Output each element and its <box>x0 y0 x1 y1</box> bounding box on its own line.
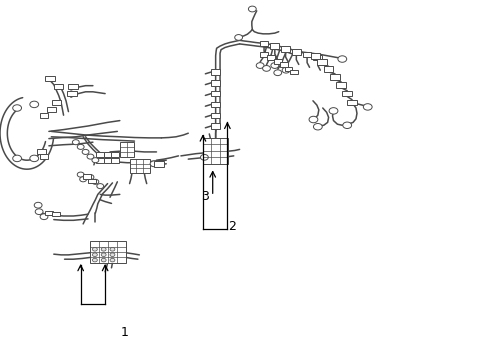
Circle shape <box>234 35 242 40</box>
Circle shape <box>34 202 42 208</box>
Bar <box>211 91 220 96</box>
Bar <box>96 158 104 163</box>
Circle shape <box>87 175 94 180</box>
Bar <box>302 52 311 57</box>
Circle shape <box>328 108 337 114</box>
Bar <box>111 158 119 163</box>
Circle shape <box>150 161 158 167</box>
Bar <box>211 69 220 75</box>
Bar <box>273 59 281 63</box>
Circle shape <box>248 6 256 12</box>
Bar <box>260 53 267 57</box>
Circle shape <box>110 253 115 256</box>
Circle shape <box>87 154 94 159</box>
Bar <box>103 158 111 163</box>
Circle shape <box>13 155 21 162</box>
Circle shape <box>308 116 317 123</box>
Circle shape <box>13 105 21 111</box>
Circle shape <box>110 248 115 251</box>
Circle shape <box>77 172 84 177</box>
Bar <box>52 100 61 105</box>
Bar <box>120 142 134 157</box>
Circle shape <box>92 179 99 184</box>
Text: 1: 1 <box>121 327 128 339</box>
Bar <box>37 149 46 154</box>
Circle shape <box>270 63 278 68</box>
Bar <box>45 76 55 81</box>
Bar <box>83 174 91 179</box>
Bar <box>336 82 346 88</box>
Bar <box>342 91 351 96</box>
Bar <box>54 84 63 89</box>
Circle shape <box>256 63 264 68</box>
Bar <box>267 55 275 60</box>
Circle shape <box>363 104 371 110</box>
Circle shape <box>337 56 346 62</box>
Circle shape <box>40 214 48 220</box>
Circle shape <box>72 140 79 145</box>
Bar <box>329 74 339 80</box>
Bar <box>346 100 356 105</box>
Bar <box>310 53 320 59</box>
Bar <box>323 66 333 72</box>
Circle shape <box>282 67 289 73</box>
Circle shape <box>30 155 39 162</box>
Bar <box>313 55 322 60</box>
Circle shape <box>101 248 106 251</box>
Circle shape <box>92 258 97 262</box>
Text: 2: 2 <box>228 220 236 233</box>
Bar <box>211 80 220 85</box>
Circle shape <box>92 158 99 163</box>
Circle shape <box>110 258 115 262</box>
Bar <box>47 107 56 112</box>
Circle shape <box>101 253 106 256</box>
Bar <box>154 161 163 167</box>
Circle shape <box>200 154 208 160</box>
Bar <box>316 59 326 65</box>
Bar <box>211 102 220 107</box>
Circle shape <box>35 209 43 215</box>
Bar <box>259 41 268 46</box>
Circle shape <box>313 123 322 130</box>
Circle shape <box>77 144 84 149</box>
Bar <box>88 179 96 184</box>
Circle shape <box>97 184 103 189</box>
Bar <box>270 44 279 49</box>
Bar <box>203 138 228 164</box>
Bar <box>291 49 300 55</box>
Bar <box>290 70 298 75</box>
Bar <box>90 241 125 263</box>
Bar <box>96 153 104 157</box>
Bar <box>111 153 119 157</box>
Bar <box>211 112 220 118</box>
Bar <box>279 63 287 67</box>
Bar <box>281 46 289 52</box>
Bar <box>129 159 150 173</box>
Text: 3: 3 <box>201 190 209 203</box>
Circle shape <box>80 177 86 182</box>
Bar <box>45 211 53 215</box>
Bar <box>52 211 60 216</box>
Circle shape <box>262 66 270 71</box>
Bar <box>211 123 220 129</box>
Bar <box>40 113 48 118</box>
Bar <box>68 84 78 89</box>
Circle shape <box>92 248 97 251</box>
Circle shape <box>101 258 106 262</box>
Circle shape <box>273 70 281 76</box>
Circle shape <box>82 149 89 154</box>
Circle shape <box>92 253 97 256</box>
Circle shape <box>30 101 39 108</box>
Circle shape <box>342 122 351 129</box>
Bar <box>284 67 292 72</box>
Bar <box>40 154 48 159</box>
Bar <box>103 153 111 157</box>
Bar <box>67 91 77 96</box>
